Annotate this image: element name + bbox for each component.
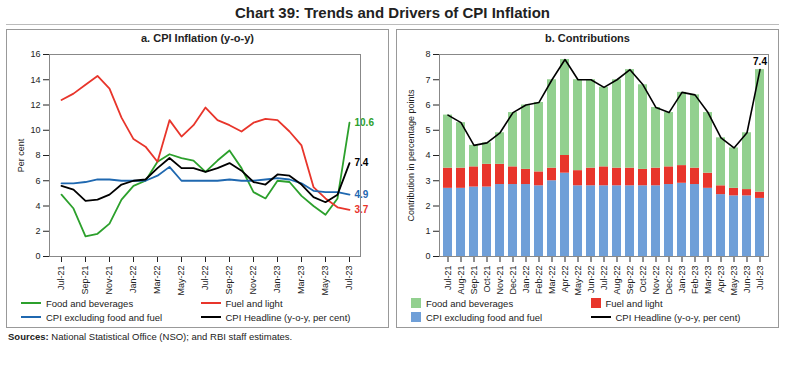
svg-text:Dec-21: Dec-21 (508, 266, 518, 295)
svg-text:Nov-22: Nov-22 (651, 266, 661, 295)
svg-text:10: 10 (30, 125, 40, 135)
svg-text:Mar-22: Mar-22 (547, 266, 557, 295)
svg-text:7.4: 7.4 (753, 56, 767, 67)
svg-text:Feb-22: Feb-22 (534, 266, 544, 295)
svg-text:Jun-23: Jun-23 (742, 266, 752, 294)
svg-text:Mar-23: Mar-23 (703, 266, 713, 295)
svg-text:Jul-22: Jul-22 (599, 266, 609, 291)
svg-text:Nov-21: Nov-21 (104, 266, 114, 295)
svg-text:Jan-23: Jan-23 (272, 266, 282, 294)
svg-text:Sep-21: Sep-21 (80, 266, 90, 295)
svg-text:3.7: 3.7 (355, 204, 369, 215)
svg-text:Sep-21: Sep-21 (469, 266, 479, 295)
html-text:CPI Headline (y-o-y, per cent): CPI Headline (y-o-y, per cent) (615, 311, 741, 323)
svg-text:Sep-22: Sep-22 (625, 266, 635, 295)
svg-text:Dec-22: Dec-22 (664, 266, 674, 295)
svg-text:Oct-22: Oct-22 (638, 266, 648, 293)
svg-text:4: 4 (425, 150, 430, 160)
svg-text:7.4: 7.4 (355, 157, 369, 168)
svg-text:May-23: May-23 (320, 266, 330, 296)
svg-text:3: 3 (425, 176, 430, 186)
svg-text:Mar-23: Mar-23 (296, 266, 306, 295)
svg-text:Sep-22: Sep-22 (224, 266, 234, 295)
svg-text:Nov-22: Nov-22 (248, 266, 258, 295)
svg-text:Aug-21: Aug-21 (456, 266, 466, 295)
svg-text:8: 8 (425, 49, 430, 59)
svg-text:May-23: May-23 (729, 266, 739, 296)
svg-text:Jul-21: Jul-21 (443, 266, 453, 291)
svg-text:2: 2 (425, 201, 430, 211)
html-text:Chart 39: Trends and Drivers o: Chart 39: Trends and Drivers of CPI Infl… (235, 4, 550, 21)
svg-text:0: 0 (35, 251, 40, 261)
svg-text:8: 8 (35, 150, 40, 160)
svg-text:Jul-21: Jul-21 (56, 266, 66, 291)
html-text:Sources: National Statistical: Sources: National Statistical Office (NS… (8, 331, 293, 342)
svg-text:Feb-23: Feb-23 (690, 266, 700, 295)
svg-text:Nov-21: Nov-21 (495, 266, 505, 295)
html-text:a. CPI Inflation (y-o-y): a. CPI Inflation (y-o-y) (141, 32, 254, 44)
html-text:Food and beverages: Food and beverages (426, 297, 514, 309)
svg-text:5: 5 (425, 125, 430, 135)
svg-text:Apr-22: Apr-22 (560, 266, 570, 293)
svg-text:2: 2 (35, 226, 40, 236)
svg-text:Jan-22: Jan-22 (521, 266, 531, 294)
html-text:CPI excluding food and fuel: CPI excluding food and fuel (46, 311, 163, 323)
svg-text:1: 1 (425, 226, 430, 236)
html-text:Fuel and light: Fuel and light (605, 297, 663, 309)
svg-text:Jul-23: Jul-23 (755, 266, 765, 291)
svg-text:12: 12 (30, 100, 40, 110)
html-text:Food and beverages: Food and beverages (46, 297, 134, 309)
svg-text:May-22: May-22 (573, 266, 583, 296)
html-text:CPI Headline (y-o-y, per cent): CPI Headline (y-o-y, per cent) (225, 311, 351, 323)
html-text:Fuel and light: Fuel and light (225, 297, 283, 309)
svg-text:Oct-21: Oct-21 (482, 266, 492, 293)
svg-text:Jul-22: Jul-22 (200, 266, 210, 291)
svg-text:Aug-22: Aug-22 (612, 266, 622, 295)
svg-text:Mar-22: Mar-22 (152, 266, 162, 295)
svg-text:Jul-23: Jul-23 (344, 266, 354, 291)
svg-text:7: 7 (425, 75, 430, 85)
svg-text:May-22: May-22 (176, 266, 186, 296)
svg-text:Jun-22: Jun-22 (586, 266, 596, 294)
svg-text:14: 14 (30, 75, 40, 85)
html-text:b. Contributions: b. Contributions (545, 32, 630, 44)
svg-text:Apr-23: Apr-23 (716, 266, 726, 293)
svg-text:Jan-23: Jan-23 (677, 266, 687, 294)
svg-text:6: 6 (35, 176, 40, 186)
svg-text:4.9: 4.9 (355, 189, 369, 200)
svg-text:Per cent: Per cent (16, 138, 26, 172)
svg-text:16: 16 (30, 49, 40, 59)
svg-text:4: 4 (35, 201, 40, 211)
svg-text:0: 0 (425, 251, 430, 261)
svg-text:Contribution in percentage poi: Contribution in percentage points (406, 89, 416, 222)
html-text:CPI excluding food and fuel: CPI excluding food and fuel (426, 311, 543, 323)
svg-text:10.6: 10.6 (355, 117, 375, 128)
svg-text:Jan-22: Jan-22 (128, 266, 138, 294)
svg-text:6: 6 (425, 100, 430, 110)
